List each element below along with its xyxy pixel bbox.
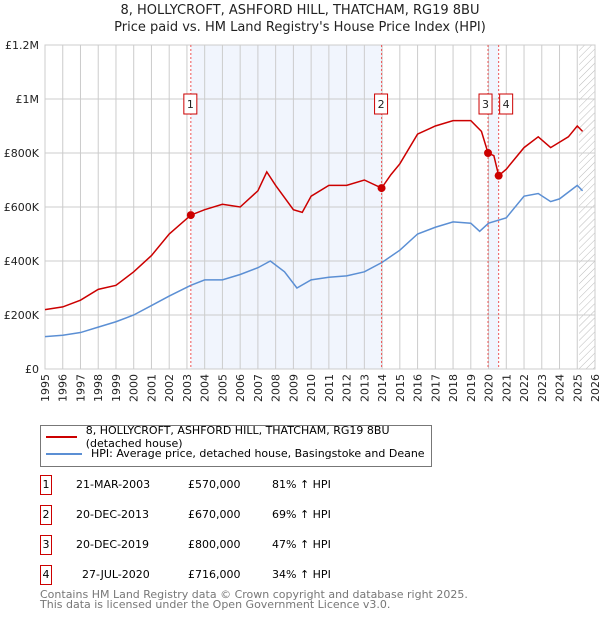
transaction-hpi-change: 47% ↑ HPI bbox=[272, 538, 331, 551]
footer: Contains HM Land Registry data © Crown c… bbox=[40, 588, 468, 611]
x-tick-label: 2004 bbox=[199, 374, 212, 402]
chart-subtitle: Price paid vs. HM Land Registry's House … bbox=[114, 20, 486, 35]
x-tick-label: 2025 bbox=[571, 374, 584, 402]
footer-licence: This data is licensed under the Open Gov… bbox=[40, 598, 391, 611]
y-tick-label: £800K bbox=[4, 147, 40, 160]
legend-swatch-property bbox=[46, 435, 77, 438]
transaction-hpi-change: 34% ↑ HPI bbox=[272, 568, 331, 581]
x-tick-label: 1998 bbox=[92, 374, 105, 402]
x-tick-label: 2010 bbox=[305, 374, 318, 402]
transaction-price: £570,000 bbox=[188, 478, 241, 491]
y-tick-label: £1.2M bbox=[5, 39, 39, 52]
x-tick-label: 2016 bbox=[412, 374, 425, 402]
x-tick-label: 1995 bbox=[39, 374, 52, 402]
transaction-number: 1 bbox=[40, 475, 52, 495]
x-tick-label: 2020 bbox=[483, 374, 496, 402]
transaction-label: 4 bbox=[503, 98, 510, 111]
legend-label-hpi: HPI: Average price, detached house, Basi… bbox=[91, 447, 425, 460]
x-tick-label: 2018 bbox=[447, 374, 460, 402]
x-tick-label: 2022 bbox=[518, 374, 531, 402]
chart-title: 8, HOLLYCROFT, ASHFORD HILL, THATCHAM, R… bbox=[120, 3, 480, 18]
property-price-line bbox=[44, 119, 584, 311]
plot-border bbox=[44, 44, 596, 370]
transaction-point bbox=[186, 211, 195, 220]
transaction-label: 2 bbox=[378, 98, 385, 111]
transaction-date: 20-DEC-2019 bbox=[76, 538, 150, 551]
transaction-label-box bbox=[183, 93, 198, 115]
x-tick-label: 2011 bbox=[323, 374, 336, 402]
x-tick-label: 2013 bbox=[358, 374, 371, 402]
x-tick-label: 2001 bbox=[145, 374, 158, 402]
x-tick-label: 2003 bbox=[181, 374, 194, 402]
legend: 8, HOLLYCROFT, ASHFORD HILL, THATCHAM, R… bbox=[40, 423, 432, 467]
x-tick-label: 2000 bbox=[128, 374, 141, 402]
x-tick-label: 2024 bbox=[554, 374, 567, 402]
x-tick-label: 2005 bbox=[216, 374, 229, 402]
x-tick-label: 1997 bbox=[74, 374, 87, 402]
transaction-date: 21-MAR-2003 bbox=[76, 478, 151, 491]
transaction-label: 1 bbox=[187, 98, 194, 111]
transaction-label-box bbox=[499, 93, 514, 115]
x-tick-label: 2015 bbox=[394, 374, 407, 402]
transaction-date: 27-JUL-2020 bbox=[82, 568, 150, 581]
y-tick-label: £0 bbox=[25, 363, 39, 376]
x-tick-label: 2002 bbox=[163, 374, 176, 402]
x-tick-label: 2007 bbox=[252, 374, 265, 402]
x-tick-label: 2021 bbox=[500, 374, 513, 402]
transaction-point bbox=[377, 184, 386, 193]
transaction-hpi-change: 69% ↑ HPI bbox=[272, 508, 331, 521]
x-tick-label: 1999 bbox=[110, 374, 123, 402]
x-tick-label: 2012 bbox=[341, 374, 354, 402]
transaction-number: 3 bbox=[40, 535, 52, 555]
transaction-point bbox=[484, 149, 493, 157]
transaction-number: 4 bbox=[40, 565, 52, 585]
transaction-label-box bbox=[374, 93, 389, 115]
legend-swatch-hpi bbox=[46, 452, 82, 455]
legend-label-property: 8, HOLLYCROFT, ASHFORD HILL, THATCHAM, R… bbox=[85, 423, 390, 450]
x-tick-label: 2019 bbox=[465, 374, 478, 402]
transaction-price: £716,000 bbox=[188, 568, 241, 581]
y-tick-label: £400K bbox=[4, 255, 40, 268]
y-tick-label: £1M bbox=[16, 93, 40, 106]
transaction-hpi-change: 81% ↑ HPI bbox=[272, 478, 331, 491]
x-tick-label: 1996 bbox=[57, 374, 70, 402]
transaction-date: 20-DEC-2013 bbox=[76, 508, 150, 521]
transaction-point bbox=[494, 171, 503, 180]
y-tick-label: £200K bbox=[4, 309, 40, 322]
x-tick-label: 2008 bbox=[270, 374, 283, 402]
hpi-line bbox=[44, 184, 584, 338]
x-tick-label: 2009 bbox=[287, 374, 300, 402]
footer-copyright: Contains HM Land Registry data © Crown c… bbox=[40, 588, 468, 601]
transaction-price: £670,000 bbox=[188, 508, 241, 521]
y-tick-label: £600K bbox=[4, 201, 40, 214]
transaction-label-box bbox=[478, 93, 493, 115]
x-tick-label: 2023 bbox=[536, 374, 549, 402]
transaction-price: £800,000 bbox=[188, 538, 241, 551]
transaction-label: 3 bbox=[482, 98, 489, 111]
x-tick-label: 2026 bbox=[589, 374, 600, 402]
x-tick-label: 2017 bbox=[429, 374, 442, 402]
x-tick-label: 2006 bbox=[234, 374, 247, 402]
plot-area: 1995 1996 1997 1998 1999 2000 2001 2002 2003 2004… bbox=[4, 39, 600, 402]
x-tick-label: 2014 bbox=[376, 374, 389, 402]
transaction-number: 2 bbox=[40, 505, 52, 525]
